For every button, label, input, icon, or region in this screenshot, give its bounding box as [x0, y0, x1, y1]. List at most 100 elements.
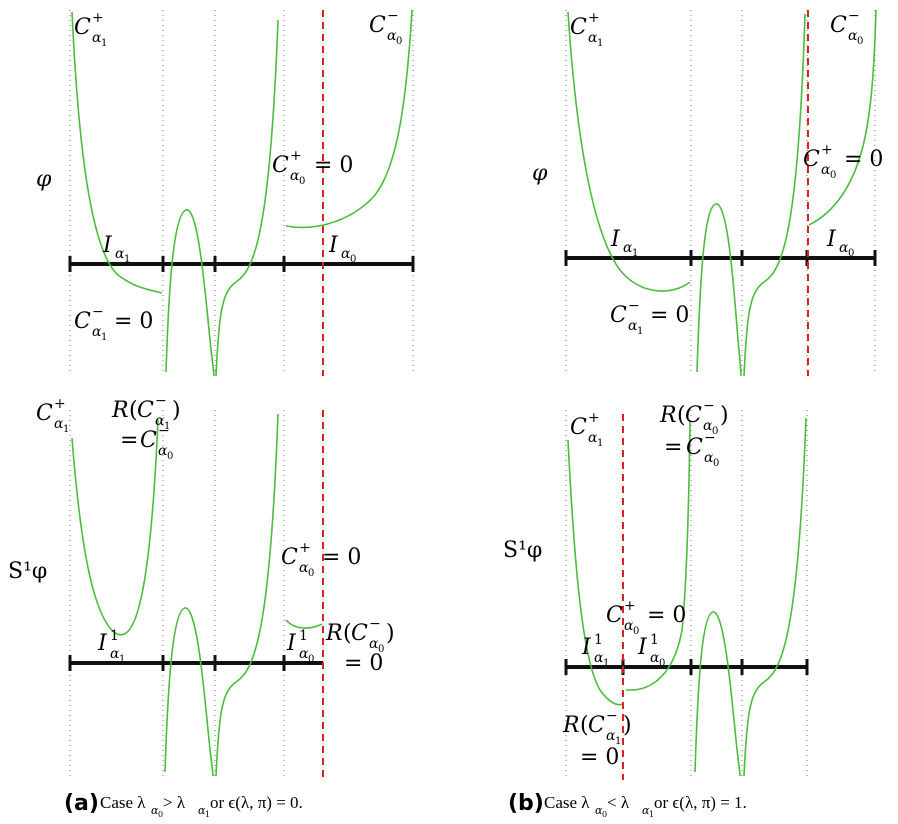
svg-text:1: 1	[597, 438, 603, 449]
label-i-alpha0: I α 0	[826, 227, 854, 259]
svg-text:0: 0	[167, 451, 173, 462]
svg-text:=: =	[664, 435, 682, 460]
svg-text:α: α	[151, 804, 159, 817]
svg-text:α: α	[341, 246, 351, 262]
svg-text:α: α	[821, 162, 831, 178]
svg-text:0: 0	[378, 644, 384, 655]
curve-segment	[625, 419, 691, 691]
label-c-alpha0-minus: C − α 0	[830, 8, 863, 47]
svg-text:I: I	[637, 635, 648, 660]
svg-text:C: C	[803, 147, 820, 172]
svg-text:1: 1	[110, 628, 119, 644]
label-c-alpha1-plus: C + α 1	[570, 10, 603, 49]
svg-text:I: I	[102, 233, 113, 258]
svg-text:(: (	[129, 398, 138, 423]
svg-text:> λ: > λ	[163, 793, 186, 812]
svg-text:1: 1	[650, 632, 659, 648]
svg-text:=: =	[120, 428, 138, 453]
curve-segment	[215, 19, 279, 377]
svg-text:α: α	[54, 416, 64, 432]
svg-text:C: C	[74, 15, 91, 40]
svg-text:α: α	[624, 618, 634, 634]
label-c-alpha1-plus: C + α 1	[74, 10, 107, 49]
svg-text:α: α	[290, 168, 300, 184]
svg-text:α: α	[848, 28, 858, 44]
svg-text:1: 1	[205, 810, 210, 819]
svg-text:α: α	[158, 443, 168, 459]
svg-text:0: 0	[712, 426, 718, 437]
y-label: S¹φ	[503, 538, 542, 563]
label-r-c-alpha0-minus-eq-zero: R ( C − α 0 ) = 0	[325, 616, 395, 676]
svg-text:−: −	[704, 430, 716, 446]
svg-text:R: R	[659, 403, 677, 428]
svg-text:): )	[623, 713, 632, 738]
svg-text:1: 1	[63, 424, 69, 435]
curve-segment	[285, 619, 323, 629]
label-i1-alpha0: I 1 α 0	[637, 632, 665, 669]
curve-segment	[743, 13, 806, 377]
svg-text:C: C	[74, 309, 91, 334]
svg-text:−: −	[387, 8, 399, 24]
svg-text:(: (	[343, 621, 352, 646]
svg-text:α: α	[299, 646, 309, 662]
svg-text:−: −	[606, 708, 618, 724]
caption-a: (a) Case λ α 0 > λ α 1 or ϵ(λ, π) = 0.	[64, 791, 303, 819]
svg-text:1: 1	[603, 658, 609, 669]
svg-text:1: 1	[299, 628, 308, 644]
panel-b-bottom: S¹φ C + α 1 R ( C − α 0 ) = C − α 0 C + …	[503, 398, 809, 780]
label-c-alpha1-plus: C + α 1	[36, 396, 69, 435]
curve-segment	[164, 607, 214, 777]
svg-text:1: 1	[637, 326, 643, 337]
svg-text:α: α	[588, 430, 598, 446]
svg-text:C: C	[588, 713, 605, 738]
svg-text:Case λ: Case λ	[100, 793, 146, 812]
svg-text:(: (	[580, 713, 589, 738]
svg-text:0: 0	[299, 176, 305, 187]
label-i1-alpha0: I 1 α 0	[286, 628, 314, 665]
svg-text:0: 0	[308, 654, 314, 665]
label-i-alpha1: I α 1	[610, 227, 638, 259]
svg-text:C: C	[36, 401, 53, 426]
svg-text:1: 1	[594, 632, 603, 648]
svg-text:I: I	[328, 233, 339, 258]
svg-text:): )	[172, 398, 181, 423]
svg-text:0: 0	[830, 170, 836, 181]
label-r-c-alpha1-minus: R ( C − α 1 ) = C − α 0	[111, 393, 181, 462]
svg-text:C: C	[685, 403, 702, 428]
svg-text:): )	[386, 621, 395, 646]
curve-segment	[165, 209, 215, 377]
svg-text:C: C	[570, 415, 587, 440]
svg-text:α: α	[642, 804, 650, 817]
svg-text:α: α	[110, 646, 120, 662]
svg-text:R: R	[562, 713, 580, 738]
label-c-alpha1-minus-eq-zero: C − α 1 = 0	[74, 304, 153, 343]
svg-text:1: 1	[101, 332, 107, 343]
svg-text:α: α	[387, 28, 397, 44]
svg-text:C: C	[369, 13, 386, 38]
svg-text:1: 1	[632, 248, 638, 259]
svg-text:R: R	[111, 398, 129, 423]
label-c-alpha0-minus: C − α 0	[369, 8, 402, 47]
svg-text:(: (	[677, 403, 686, 428]
svg-text:0: 0	[633, 626, 639, 637]
svg-text:α: α	[594, 650, 604, 666]
svg-text:α: α	[198, 804, 206, 817]
svg-text:= 0: = 0	[580, 745, 619, 770]
svg-text:I: I	[581, 635, 592, 660]
svg-text:I: I	[286, 631, 297, 656]
svg-text:α: α	[606, 728, 616, 744]
svg-text:= 0: = 0	[322, 545, 361, 570]
svg-text:0: 0	[602, 810, 607, 819]
svg-text:0: 0	[308, 568, 314, 579]
svg-text:C: C	[272, 153, 289, 178]
svg-text:1: 1	[649, 810, 654, 819]
svg-text:1: 1	[597, 38, 603, 49]
svg-text:−: −	[155, 393, 167, 409]
label-c-alpha0-plus-eq-zero: C + α 0 = 0	[272, 148, 353, 187]
svg-text:0: 0	[158, 810, 163, 819]
svg-text:C: C	[610, 303, 627, 328]
svg-text:= 0: = 0	[650, 303, 689, 328]
svg-text:C: C	[570, 15, 587, 40]
svg-text:1: 1	[124, 254, 130, 265]
svg-text:S¹φ: S¹φ	[503, 538, 542, 563]
